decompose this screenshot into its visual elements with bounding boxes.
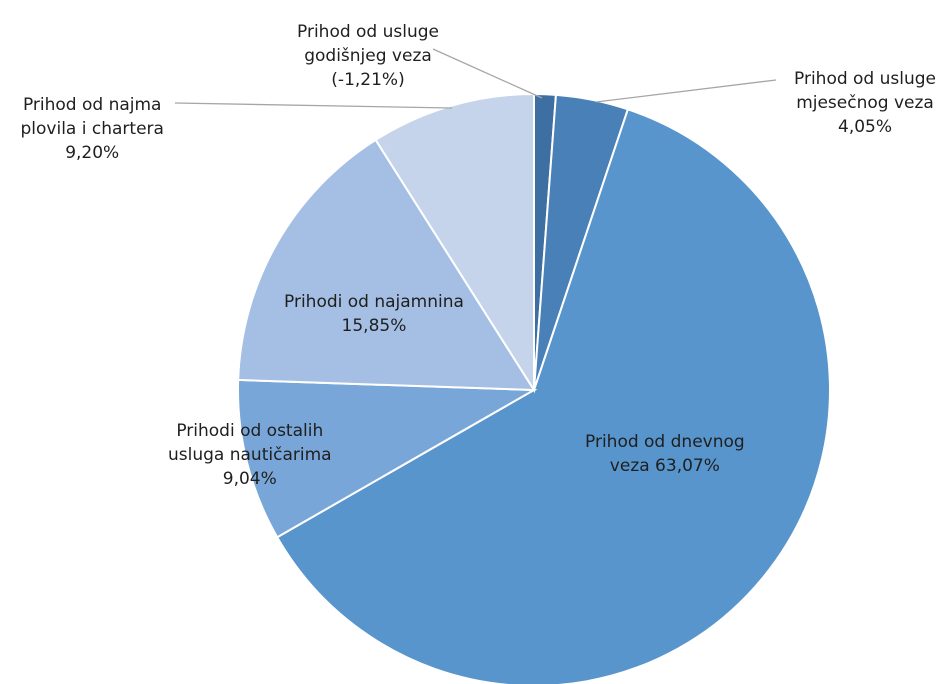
slice-label-mjesecni-vez: Prihod od usluge mjesečnog veza 4,05% — [794, 69, 937, 137]
pie-slice-3 — [237, 378, 538, 539]
leader-line-1 — [595, 79, 777, 103]
pie-slice-2 — [275, 108, 831, 684]
pie-slice-5 — [374, 92, 535, 394]
pie-slices — [237, 92, 831, 684]
slice-label-najamnine: Prihodi od najamnina 15,85% — [284, 292, 464, 336]
slice-label-dnevni-vez: Prihod od dnevnog veza 63,07% — [585, 432, 745, 476]
slice-label-ostale-usluge: Prihodi od ostalih usluga nautičarima 9,… — [168, 421, 332, 489]
leader-lines — [174, 48, 777, 109]
leader-line-0 — [432, 48, 543, 99]
slice-label-godisnji-vez: Prihod od usluge godišnjeg veza (-1,21%) — [297, 22, 440, 90]
slice-label-najam-plovila: Prihod od najma plovila i chartera 9,20% — [20, 95, 164, 163]
leader-line-5 — [174, 102, 453, 109]
pie-slice-4 — [237, 138, 536, 392]
